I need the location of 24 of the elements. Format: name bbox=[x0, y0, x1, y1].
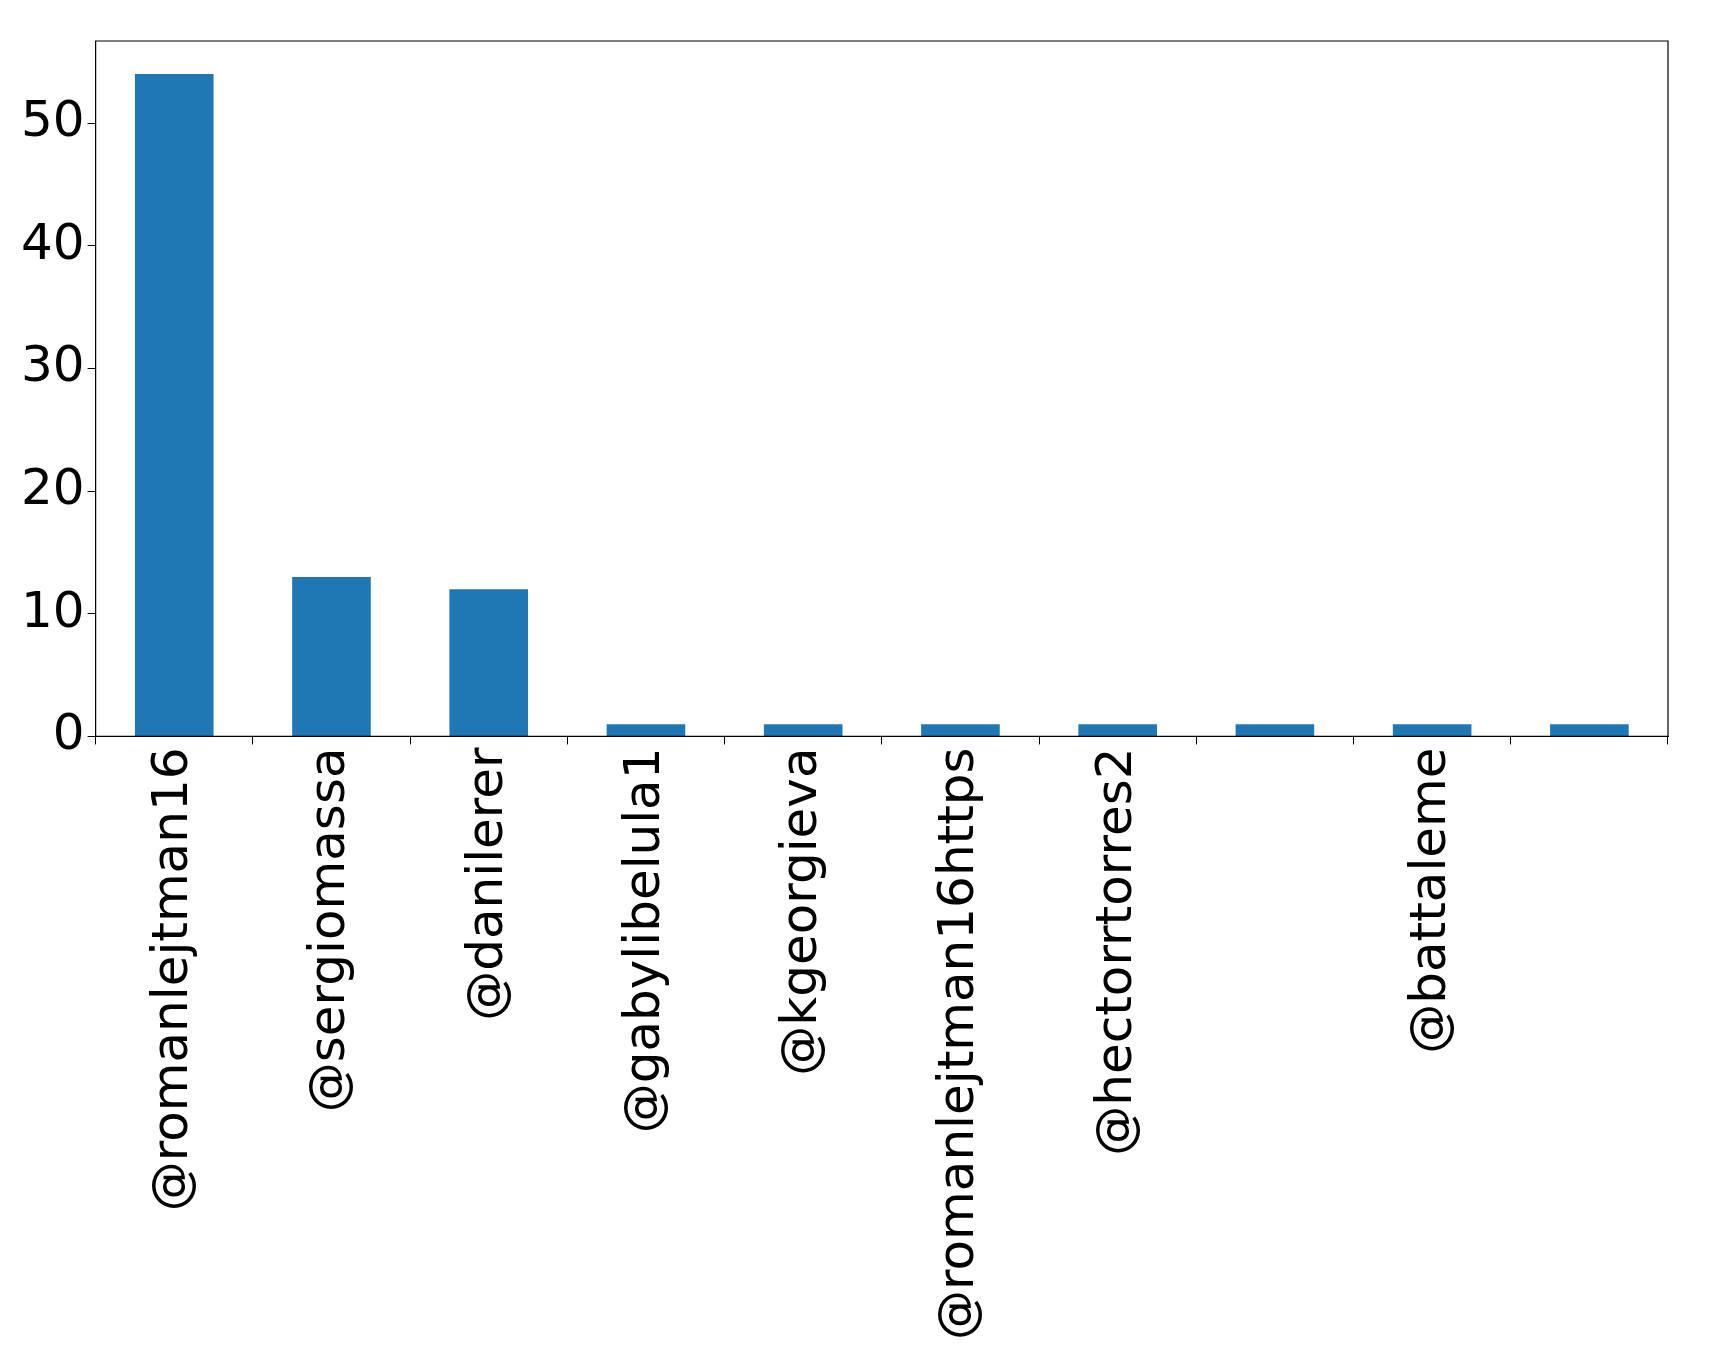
bar bbox=[1550, 724, 1629, 736]
y-tick-label: 20 bbox=[21, 458, 85, 517]
bar bbox=[1392, 724, 1472, 736]
x-tick-label: @battaleme bbox=[1399, 747, 1458, 1054]
bar bbox=[763, 724, 843, 736]
x-tick-label: @romanlejtman16 bbox=[141, 747, 200, 1212]
x-tick-label: @romanlejtman16https bbox=[927, 747, 986, 1340]
bar bbox=[134, 74, 214, 736]
y-tick-label: 10 bbox=[21, 580, 85, 639]
x-tick-label: @danilerer bbox=[455, 746, 514, 1021]
bar bbox=[1078, 724, 1157, 736]
y-tick-label: 50 bbox=[21, 90, 85, 149]
bar bbox=[292, 576, 371, 736]
bar bbox=[921, 724, 1000, 736]
x-tick-label: @kgeorgieva bbox=[770, 747, 829, 1076]
x-tick-label: @sergiomassa bbox=[298, 747, 357, 1113]
y-tick-label: 0 bbox=[52, 703, 85, 762]
x-tick-label: @hectorrtorres2 bbox=[1084, 747, 1143, 1156]
bar bbox=[1235, 724, 1315, 736]
bar bbox=[606, 724, 686, 736]
y-tick-label: 30 bbox=[21, 335, 85, 394]
bar bbox=[449, 589, 529, 736]
y-tick-label: 40 bbox=[21, 212, 85, 271]
x-tick-label: @gabylibelula1 bbox=[612, 747, 671, 1134]
